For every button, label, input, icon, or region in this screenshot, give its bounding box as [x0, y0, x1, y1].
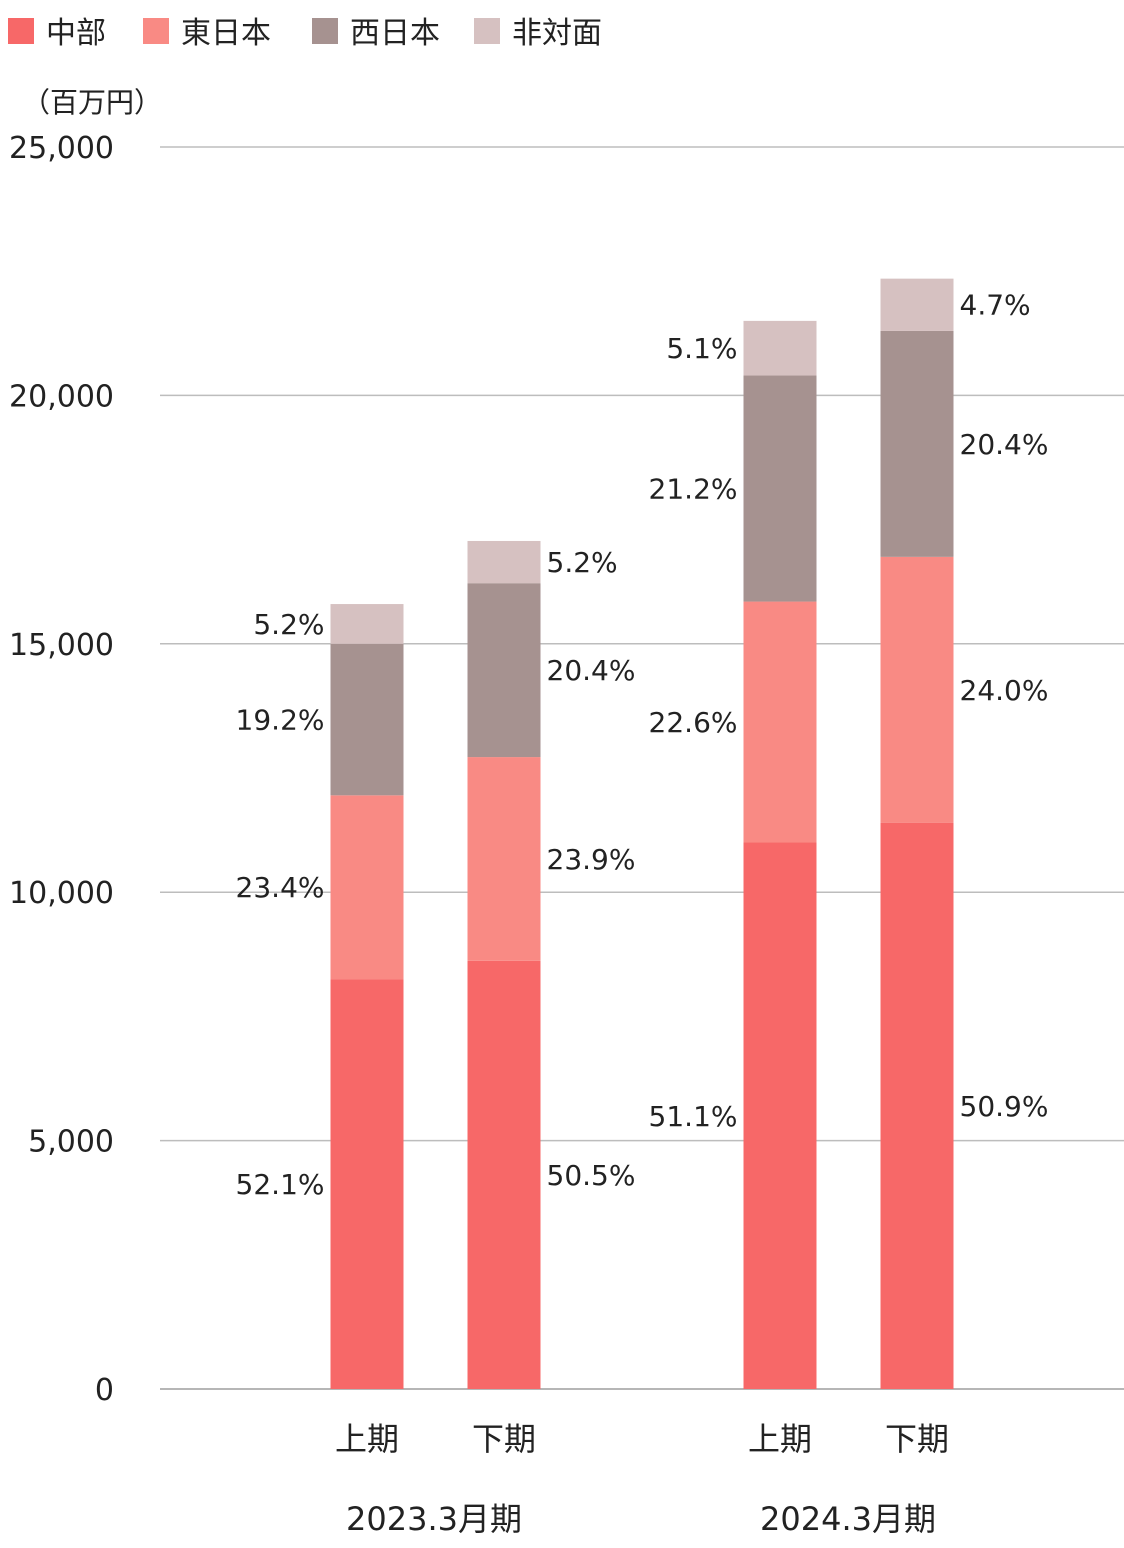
legend: 中部 東日本 西日本 非対面: [8, 16, 602, 51]
bar-segment-3-4: [743, 320, 817, 376]
bars: [330, 278, 954, 1389]
bar-segment-1-2: [330, 795, 404, 980]
x-category-label: 下期: [472, 1420, 536, 1458]
percentage-label-1-1: 52.1%: [236, 1168, 325, 1201]
bar-segment-4-3: [880, 330, 954, 557]
bar-segment-1-4: [330, 604, 404, 644]
bar-segment-1-1: [330, 979, 404, 1389]
percentage-label-1-3: 19.2%: [236, 704, 325, 737]
percentage-label-3-4: 5.1%: [666, 332, 737, 365]
percentage-label-4-1: 50.9%: [960, 1090, 1049, 1123]
x-axis-categories: 上期 下期 上期 下期: [335, 1420, 949, 1458]
percentage-label-2-3: 20.4%: [547, 654, 636, 687]
x-axis-groups: 2023.3月期 2024.3月期: [346, 1500, 936, 1538]
percentage-label-3-1: 51.1%: [649, 1100, 738, 1133]
percentage-label-1-4: 5.2%: [253, 608, 324, 641]
percentage-label-4-4: 4.7%: [960, 289, 1031, 322]
percentage-label-4-2: 24.0%: [960, 674, 1049, 707]
legend-swatch-4: [474, 18, 500, 44]
bar-segment-4-1: [880, 822, 954, 1389]
gridlines: [160, 146, 1124, 1390]
percentage-label-1-2: 23.4%: [236, 871, 325, 904]
x-group-label: 2023.3月期: [346, 1500, 522, 1538]
y-axis-unit-label: （百万円）: [22, 86, 162, 119]
x-category-label: 下期: [885, 1420, 949, 1458]
bar-segment-4-2: [880, 556, 954, 823]
percentage-label-3-3: 21.2%: [649, 473, 738, 506]
legend-label-4: 非対面: [512, 16, 602, 51]
y-tick-label: 5,000: [28, 1125, 114, 1160]
y-tick-label: 20,000: [9, 379, 114, 414]
percentage-label-4-3: 20.4%: [960, 428, 1049, 461]
y-tick-label: 15,000: [9, 628, 114, 663]
bar-segment-2-3: [467, 583, 541, 758]
x-group-label: 2024.3月期: [760, 1500, 936, 1538]
x-category-label: 上期: [335, 1420, 399, 1458]
y-tick-label: 10,000: [9, 876, 114, 911]
legend-swatch-2: [143, 18, 169, 44]
x-category-label: 上期: [748, 1420, 812, 1458]
bar-segment-2-2: [467, 757, 541, 961]
bar-segment-1-3: [330, 643, 404, 796]
bar-segment-3-3: [743, 375, 817, 602]
legend-label-1: 中部: [46, 16, 106, 51]
y-axis-ticks: 0 5,000 10,000 15,000 20,000 25,000: [9, 131, 114, 1408]
percentage-label-2-2: 23.9%: [547, 843, 636, 876]
y-tick-label: 25,000: [9, 131, 114, 166]
bar-segment-3-1: [743, 842, 817, 1389]
bar-segment-2-4: [467, 540, 541, 584]
percentage-label-3-2: 22.6%: [649, 706, 738, 739]
percentage-label-2-4: 5.2%: [547, 546, 618, 579]
bar-segment-3-2: [743, 601, 817, 843]
legend-label-3: 西日本: [350, 16, 440, 51]
bar-segment-2-1: [467, 960, 541, 1389]
legend-swatch-3: [312, 18, 338, 44]
percentage-labels: 52.1% 23.4% 19.2% 5.2% 50.5% 23.9% 20.4% 5.2% 51…: [236, 289, 1049, 1201]
legend-label-2: 東日本: [181, 16, 271, 51]
legend-swatch-1: [8, 18, 34, 44]
bar-segment-4-4: [880, 278, 954, 331]
percentage-label-2-1: 50.5%: [547, 1159, 636, 1192]
y-tick-label: 0: [95, 1373, 114, 1408]
